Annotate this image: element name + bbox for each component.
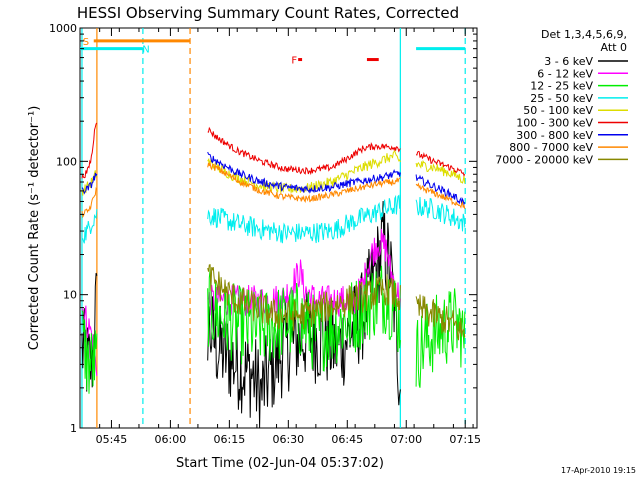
x-tick-label: 06:30 (272, 433, 304, 446)
y-tick-label: 10 (63, 289, 77, 302)
data-series (81, 122, 466, 429)
legend-header-line-2: Att 0 (601, 41, 627, 54)
footer-timestamp: 17-Apr-2010 19:15 (561, 466, 636, 475)
x-axis-label: Start Time (02-Jun-04 05:37:02) (176, 456, 384, 471)
y-axis-label: Corrected Count Rate (s⁻¹ detector⁻¹) (27, 106, 42, 351)
legend-label: 7000 - 20000 keV (495, 153, 593, 166)
legend-label: 300 - 800 keV (516, 129, 593, 142)
x-tick-label: 06:00 (155, 433, 187, 446)
observing-flag-bars: N S F (80, 37, 466, 67)
flag-bar-label: F (291, 56, 297, 67)
legend-label: 100 - 300 keV (516, 117, 593, 130)
series-line (81, 149, 466, 196)
legend-label: 25 - 50 keV (530, 92, 593, 105)
x-tick-label: 07:15 (449, 433, 481, 446)
y-axis: 1 10 100 1000 (49, 22, 477, 435)
plot-frame (79, 27, 478, 429)
x-tick-label: 07:00 (390, 433, 422, 446)
marker-lines (81, 28, 466, 428)
legend-header-line-1: Det 1,3,4,5,6,9, (541, 28, 627, 41)
series-line (81, 194, 466, 244)
legend-label: 50 - 100 keV (523, 104, 593, 117)
legend-label: 800 - 7000 keV (509, 141, 593, 154)
series-line (81, 162, 466, 219)
y-tick-label: 100 (56, 155, 77, 168)
chart-title: HESSI Observing Summary Count Rates, Cor… (77, 4, 459, 22)
series-line (81, 151, 466, 206)
flag-bar-label: S (83, 37, 89, 48)
x-tick-label: 06:45 (331, 433, 363, 446)
legend-label: 6 - 12 keV (537, 67, 593, 80)
flag-bar-label: N (142, 45, 149, 56)
series-line (207, 264, 466, 341)
x-tick-label: 05:45 (96, 433, 128, 446)
y-tick-label: 1000 (49, 22, 77, 35)
series-line (81, 122, 466, 179)
x-tick-label: 06:15 (214, 433, 246, 446)
legend-label: 12 - 25 keV (530, 80, 593, 93)
legend-label: 3 - 6 keV (544, 55, 593, 68)
x-axis: 05:45 06:00 06:15 06:30 06:45 07:00 07:15 (79, 28, 481, 446)
y-tick-label: 1 (70, 422, 77, 435)
